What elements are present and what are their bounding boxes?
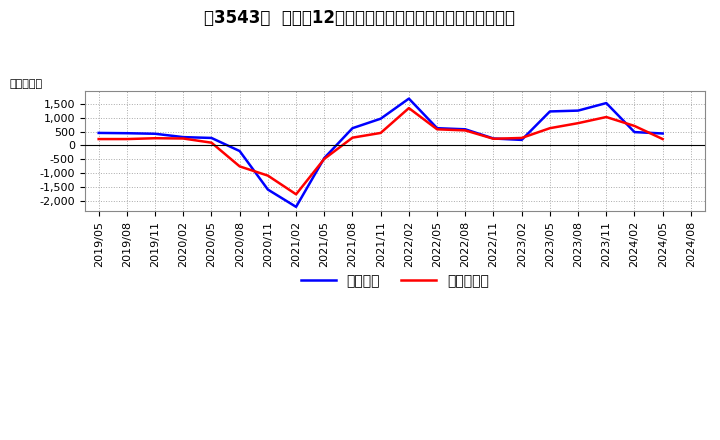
Line: 当期純利益: 当期純利益 (99, 108, 662, 194)
経常利益 (122, 131, 131, 136)
経常利益 (602, 100, 611, 106)
経常利益 (377, 116, 385, 121)
当期純利益 (546, 125, 554, 131)
経常利益 (235, 148, 244, 154)
経常利益 (518, 137, 526, 143)
経常利益 (264, 187, 272, 192)
経常利益 (630, 129, 639, 135)
当期純利益 (348, 135, 357, 140)
当期純利益 (150, 136, 159, 141)
経常利益 (433, 125, 441, 131)
当期純利益 (377, 130, 385, 136)
Text: ［3543］  利益の12か月移動合計の対前年同期増減額の推移: ［3543］ 利益の12か月移動合計の対前年同期増減額の推移 (204, 9, 516, 27)
当期純利益 (489, 136, 498, 141)
経常利益 (292, 204, 300, 209)
当期純利益 (292, 192, 300, 197)
当期純利益 (602, 114, 611, 120)
当期純利益 (658, 136, 667, 142)
経常利益 (489, 136, 498, 141)
当期純利益 (320, 156, 328, 161)
経常利益 (179, 135, 188, 140)
当期純利益 (405, 106, 413, 111)
経常利益 (658, 131, 667, 136)
経常利益 (461, 127, 469, 132)
当期純利益 (433, 127, 441, 132)
当期純利益 (630, 123, 639, 128)
経常利益 (320, 155, 328, 161)
当期純利益 (179, 136, 188, 141)
経常利益 (348, 125, 357, 131)
当期純利益 (461, 128, 469, 133)
当期純利益 (518, 136, 526, 141)
当期純利益 (574, 121, 582, 126)
当期純利益 (122, 136, 131, 142)
当期純利益 (235, 164, 244, 169)
当期純利益 (264, 173, 272, 178)
当期純利益 (207, 140, 216, 145)
経常利益 (574, 108, 582, 113)
Line: 経常利益: 経常利益 (99, 99, 662, 207)
当期純利益 (94, 136, 103, 142)
経常利益 (207, 136, 216, 141)
経常利益 (150, 131, 159, 136)
経常利益 (94, 130, 103, 136)
Y-axis label: （百万円）: （百万円） (9, 79, 42, 89)
経常利益 (546, 109, 554, 114)
経常利益 (405, 96, 413, 101)
Legend: 経常利益, 当期純利益: 経常利益, 当期純利益 (295, 268, 494, 293)
